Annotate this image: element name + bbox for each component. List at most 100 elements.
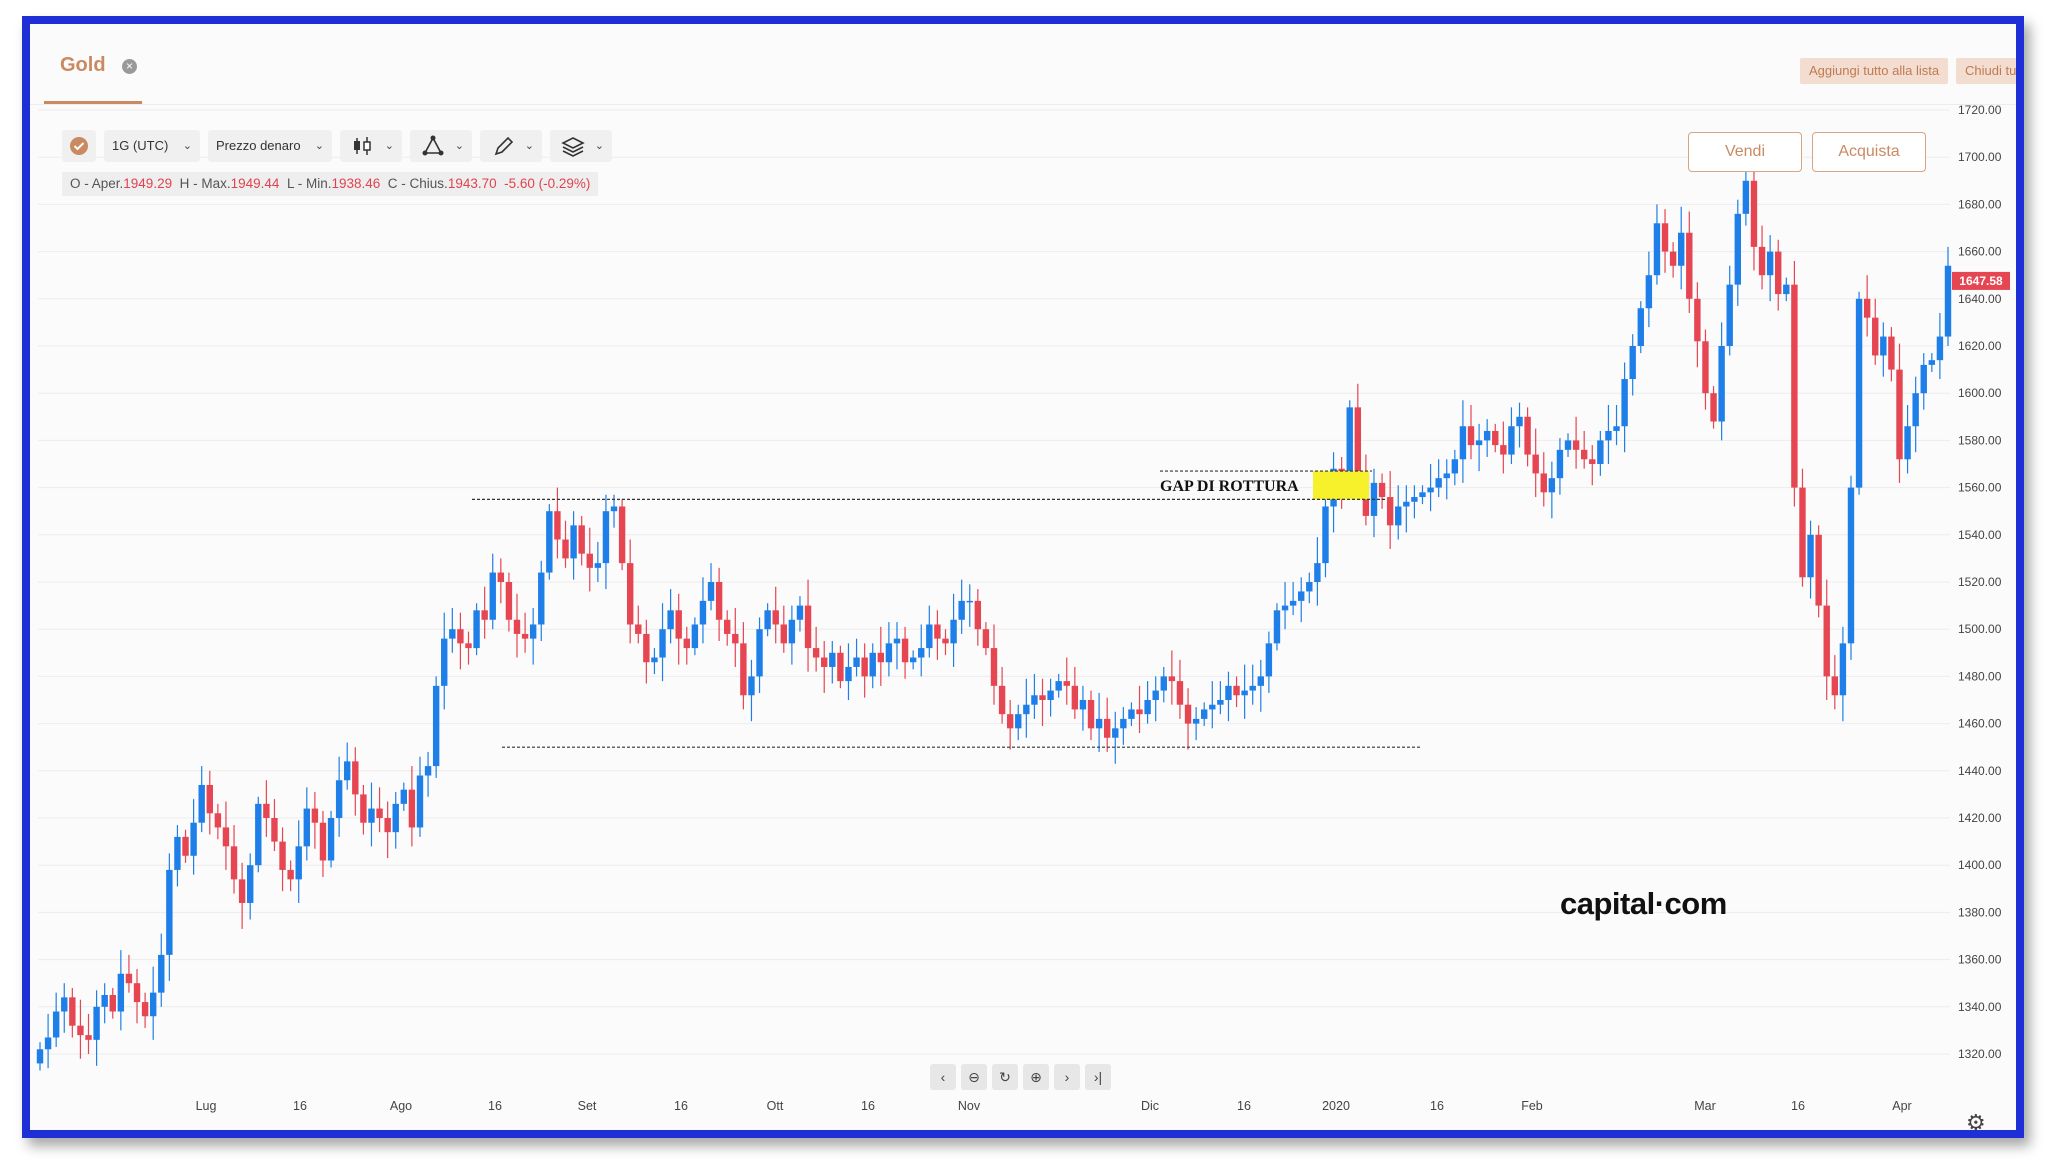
candle-body [1686,232,1693,299]
candle-body [529,624,537,639]
sell-button[interactable]: Vendi [1688,132,1802,172]
candle-body [1920,364,1927,394]
x-tick-label: Mar [1694,1099,1716,1113]
candle-body [538,572,545,625]
indicators-icon [422,135,444,156]
tab-bar: Gold × Aggiungi tutto alla lista Chiudi … [30,24,2016,105]
candle-body [602,511,610,564]
candle-body [311,808,319,823]
candle-body [109,995,116,1012]
candle-body [319,822,327,861]
tab-gold[interactable]: Gold × [44,24,142,104]
y-tick-label: 1360.00 [1958,953,2002,967]
chevron-left-icon[interactable]: ‹ [930,1064,956,1090]
candle-body [1168,676,1176,682]
candle-body [141,1002,149,1017]
candle-body [1427,487,1434,493]
y-tick-label: 1680.00 [1958,197,2002,211]
y-tick-label: 1380.00 [1958,905,2002,919]
timeframe-select[interactable]: 1G (UTC) ⌄ [104,130,200,162]
check-badge-button[interactable] [62,130,96,162]
candle-body [1556,449,1564,479]
candle-body [1613,426,1620,431]
close-icon[interactable]: × [122,59,137,74]
last-price-tag [1952,271,2010,290]
candle-body [489,572,496,620]
x-tick-label: 16 [1430,1099,1444,1113]
candle-body [1386,497,1394,526]
x-tick-label: Nov [958,1099,981,1113]
candle-body [247,865,254,903]
scroll-to-end-icon[interactable]: ›| [1085,1064,1111,1090]
candle-body [829,652,836,667]
chevron-right-icon[interactable]: › [1054,1064,1080,1090]
candle-body [756,629,763,677]
candle-body [1629,346,1636,380]
candle-body [513,619,521,634]
candle-body [788,619,796,644]
candle-body [384,818,391,833]
candle-body [1880,336,1887,356]
y-tick-label: 1480.00 [1958,669,2002,683]
candle-body [1063,681,1070,686]
candle-body [554,511,561,540]
candle-body [667,610,674,630]
candle-body [1451,459,1459,474]
candle-body [1912,393,1919,427]
candle-body [449,629,456,639]
candle-body [93,1006,100,1040]
zoom-out-icon[interactable]: ⊖ [961,1064,987,1090]
y-tick-label: 1440.00 [1958,764,2002,778]
candle-body [546,511,553,573]
candle-body [1435,478,1442,488]
candle-body [465,643,472,649]
candle-body [1564,440,1572,450]
high-value: 1949.44 [230,176,280,191]
zoom-in-icon[interactable]: ⊕ [1023,1064,1049,1090]
candle-body [950,619,957,644]
x-tick-label: Set [578,1099,597,1113]
x-tick-label: Ago [390,1099,412,1113]
candle-body [1839,643,1847,696]
candle-body [570,525,577,559]
y-tick-label: 1420.00 [1958,811,2002,825]
indicators-select[interactable]: ⌄ [410,130,472,162]
candle-body [1726,284,1733,346]
pencil-icon [494,136,514,156]
x-tick-label: Feb [1521,1099,1543,1113]
x-tick-label: 2020 [1322,1099,1350,1113]
candle-body [1791,284,1798,488]
candle-body [578,525,585,554]
candle-body [885,643,893,663]
layers-select[interactable]: ⌄ [550,130,612,162]
candle-body [1378,482,1386,498]
x-tick-label: Lug [196,1099,217,1113]
candle-body [1524,416,1531,455]
candle-body [1233,685,1240,696]
candle-body [1540,473,1547,493]
add-all-to-list-button[interactable]: Aggiungi tutto alla lista [1800,58,1949,84]
chart-type-select[interactable]: ⌄ [340,130,402,162]
candle-body [699,600,707,625]
candle-body [1548,478,1556,493]
candle-body [1047,690,1054,700]
candle-body [586,553,593,568]
candle-body [796,605,804,620]
candle-body [853,657,860,667]
x-tick-label: 16 [293,1099,307,1113]
y-tick-label: 1320.00 [1958,1047,2002,1061]
candle-body [562,539,569,559]
buy-button[interactable]: Acquista [1812,132,1926,172]
price-chart[interactable]: 1720.00 1700.00 1680.00 1660.00 1640.00 1620.… [30,24,2016,1130]
candle-body [707,582,715,601]
candle-body [1184,704,1192,724]
reset-icon[interactable]: ↻ [992,1064,1018,1090]
candle-body [344,761,351,781]
drawing-tools-select[interactable]: ⌄ [480,130,542,162]
settings-icon[interactable]: ⚙ [1966,1110,1986,1135]
close-all-button[interactable]: Chiudi tu [1956,58,2016,84]
candle-body [327,818,335,861]
price-type-select[interactable]: Prezzo denaro ⌄ [208,130,332,162]
candle-body [1637,308,1644,346]
candle-body [1257,676,1264,686]
